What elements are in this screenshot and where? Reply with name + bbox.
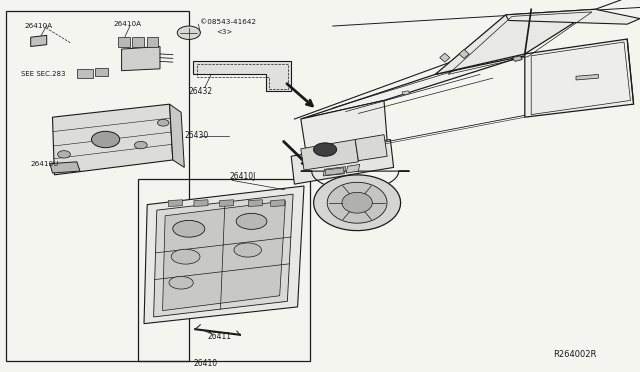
Ellipse shape xyxy=(172,249,200,264)
Polygon shape xyxy=(576,74,598,80)
Text: ©08543-41642: ©08543-41642 xyxy=(200,19,257,25)
Polygon shape xyxy=(31,35,47,46)
Polygon shape xyxy=(512,56,522,61)
Polygon shape xyxy=(168,200,182,206)
Polygon shape xyxy=(402,91,410,95)
Polygon shape xyxy=(355,135,387,161)
Text: 26430: 26430 xyxy=(184,131,209,140)
Polygon shape xyxy=(301,140,358,170)
Polygon shape xyxy=(118,37,130,46)
Polygon shape xyxy=(50,162,80,173)
Polygon shape xyxy=(77,69,93,78)
Polygon shape xyxy=(220,200,234,206)
Ellipse shape xyxy=(234,243,261,257)
Circle shape xyxy=(177,26,200,39)
Ellipse shape xyxy=(236,213,267,230)
Polygon shape xyxy=(301,56,525,119)
Polygon shape xyxy=(459,49,469,58)
Polygon shape xyxy=(95,68,108,76)
Polygon shape xyxy=(342,192,372,213)
Polygon shape xyxy=(323,167,346,176)
Text: 26410J: 26410J xyxy=(229,172,255,181)
Polygon shape xyxy=(144,186,304,324)
Circle shape xyxy=(92,131,120,148)
Text: 26432: 26432 xyxy=(189,87,213,96)
Polygon shape xyxy=(193,61,291,91)
Ellipse shape xyxy=(173,220,205,237)
Polygon shape xyxy=(52,104,173,175)
Circle shape xyxy=(314,143,337,156)
Text: 26410U: 26410U xyxy=(31,161,59,167)
Text: R264002R: R264002R xyxy=(554,350,597,359)
Polygon shape xyxy=(327,182,387,223)
Text: 26410A: 26410A xyxy=(24,23,52,29)
Polygon shape xyxy=(271,200,285,206)
Polygon shape xyxy=(435,9,595,74)
Text: SEE SEC.283: SEE SEC.283 xyxy=(21,71,66,77)
Polygon shape xyxy=(170,104,184,167)
Polygon shape xyxy=(154,194,293,317)
Polygon shape xyxy=(440,53,450,62)
Circle shape xyxy=(157,119,169,126)
Polygon shape xyxy=(325,168,344,175)
Polygon shape xyxy=(525,39,634,117)
Text: 26411: 26411 xyxy=(208,332,232,341)
Polygon shape xyxy=(506,9,640,24)
Polygon shape xyxy=(346,164,360,173)
Polygon shape xyxy=(122,46,160,71)
Polygon shape xyxy=(194,200,208,206)
Polygon shape xyxy=(132,37,144,46)
Circle shape xyxy=(58,151,70,158)
Polygon shape xyxy=(248,200,262,206)
Polygon shape xyxy=(314,175,401,231)
Polygon shape xyxy=(301,100,387,160)
Text: 26410: 26410 xyxy=(193,359,218,368)
Text: 26410A: 26410A xyxy=(114,21,142,27)
Text: <3>: <3> xyxy=(216,29,232,35)
Polygon shape xyxy=(163,201,285,311)
Polygon shape xyxy=(147,37,158,46)
Circle shape xyxy=(134,141,147,149)
Ellipse shape xyxy=(169,276,193,289)
Polygon shape xyxy=(291,140,394,184)
